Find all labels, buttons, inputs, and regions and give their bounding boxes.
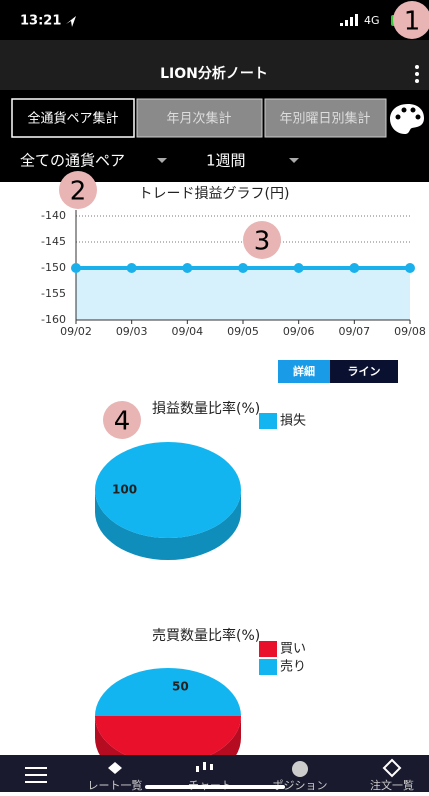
tab[interactable] [11, 98, 135, 138]
filter-period[interactable]: 1週間 [206, 152, 246, 170]
annotation-number: 2 [70, 177, 87, 207]
location-icon [66, 16, 76, 27]
area [76, 268, 410, 320]
nav-icon [196, 762, 213, 772]
annotation-badge [393, 1, 429, 39]
tab-label: 年月次集計 [166, 111, 231, 127]
chart-title: 売買数量比率(%) [152, 627, 260, 644]
legend-label: 損失 [280, 414, 306, 429]
dropdown-caret [157, 158, 167, 163]
x-tick-label: 09/05 [227, 325, 259, 338]
dropdown-caret [289, 158, 299, 163]
y-tick-label: -150 [41, 261, 66, 274]
x-tick-label: 09/02 [60, 325, 92, 338]
chart-title: トレード損益グラフ(円) [139, 186, 290, 202]
nav-label[interactable]: ポジション [273, 779, 328, 792]
legend-swatch [259, 659, 277, 675]
nav-icon [292, 761, 308, 777]
x-tick-label: 09/06 [283, 325, 315, 338]
network-label: 4G [364, 14, 380, 27]
annotation-badge [243, 221, 281, 259]
x-tick-label: 09/07 [338, 325, 370, 338]
legend-swatch [259, 413, 277, 429]
nav-label[interactable]: レート一覧 [88, 778, 143, 792]
annotation-number: 3 [254, 227, 271, 257]
signal-icon [340, 14, 358, 26]
annotation-badge [59, 171, 97, 209]
point [182, 263, 193, 273]
header-title: LION分析ノート [160, 65, 268, 82]
tab-label: 全通貨ペア集計 [27, 111, 118, 127]
pie-slice [95, 716, 241, 764]
toggle-label: 詳細 [293, 364, 315, 378]
status-time: 13:21 [20, 14, 61, 29]
tab-label: 年別曜日別集計 [279, 111, 370, 127]
header-bar [0, 40, 429, 90]
palette-button[interactable] [390, 104, 424, 134]
x-tick-label: 09/03 [116, 325, 148, 338]
x-tick-label: 09/08 [394, 325, 426, 338]
nav-icon [382, 758, 402, 778]
nav-menu-icon[interactable] [25, 767, 47, 783]
nav-icon [108, 762, 122, 774]
y-tick-label: -145 [41, 235, 66, 248]
point [238, 263, 248, 273]
toggle-button[interactable] [330, 360, 398, 383]
y-tick-label: -140 [41, 209, 66, 222]
annotation-number: 4 [114, 407, 131, 437]
y-tick-label: -160 [41, 313, 66, 326]
tab[interactable] [264, 98, 387, 138]
data-label: 50 [172, 680, 189, 694]
point [126, 263, 137, 273]
home-indicator [145, 785, 285, 789]
point [349, 263, 360, 273]
y-tick-label: -155 [41, 287, 66, 300]
chart-title: 損益数量比率(%) [152, 400, 260, 417]
data-label: 100 [112, 483, 137, 497]
legend-swatch [259, 641, 277, 657]
legend-label: 売り [280, 659, 306, 675]
toggle-label: ライン [348, 365, 381, 378]
filter-currency[interactable]: 全ての通貨ペア [20, 152, 125, 170]
nav-label[interactable]: 注文一覧 [370, 778, 414, 792]
annotation-badge [103, 401, 141, 439]
point [293, 263, 304, 273]
menu-button[interactable] [415, 65, 419, 83]
x-tick-label: 09/04 [171, 325, 203, 338]
pie-side [95, 490, 241, 560]
point [71, 263, 81, 273]
pie-slice [95, 442, 241, 538]
point [405, 263, 415, 273]
legend-label: 買い [280, 642, 306, 657]
pie-slice [95, 668, 241, 716]
toggle-button[interactable] [278, 360, 330, 383]
tab[interactable] [136, 98, 263, 138]
annotation-number: 1 [404, 7, 421, 37]
